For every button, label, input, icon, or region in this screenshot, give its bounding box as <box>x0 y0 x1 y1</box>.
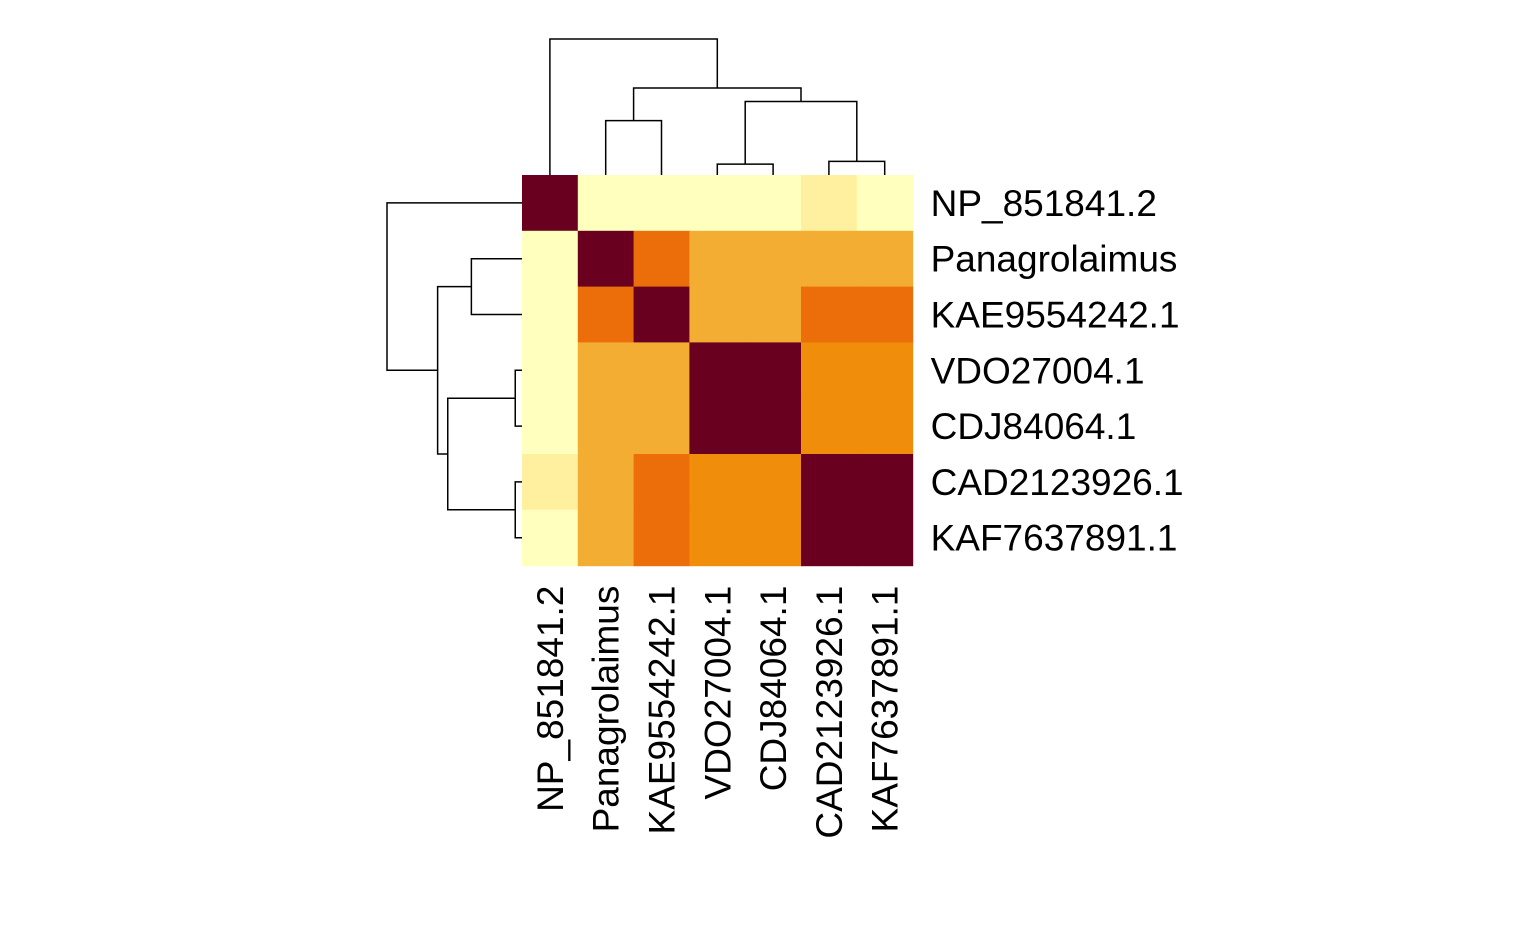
heatmap-cell <box>522 286 579 343</box>
heatmap-cell <box>689 509 746 567</box>
heatmap-cell <box>856 454 914 511</box>
heatmap-cell <box>745 342 802 399</box>
heatmap-cell <box>633 398 690 455</box>
heatmap-cell <box>801 230 858 288</box>
column-label: CAD2123926.1 <box>809 586 850 839</box>
column-label: CDJ84064.1 <box>753 586 794 792</box>
row-label: Panagrolaimus <box>931 239 1178 280</box>
heatmap-cell <box>856 175 914 232</box>
heatmap-cell <box>522 454 579 511</box>
heatmap-cell <box>801 398 858 455</box>
row-dendrogram-link <box>514 481 522 539</box>
heatmap-cell <box>577 509 635 567</box>
heatmap-cell <box>856 509 914 567</box>
row-label: NP_851841.2 <box>931 183 1157 224</box>
heatmap-cell <box>689 398 746 455</box>
column-dendrogram-link <box>549 38 719 175</box>
heatmap-cell <box>689 342 746 399</box>
heatmap-cell <box>577 398 635 455</box>
heatmap-cell <box>801 175 858 232</box>
column-label: VDO27004.1 <box>697 586 738 800</box>
row-label: VDO27004.1 <box>931 350 1145 391</box>
heatmap-cell <box>745 398 802 455</box>
heatmap-cell <box>522 175 579 232</box>
column-dendrogram-link <box>604 119 663 175</box>
column-label: Panagrolaimus <box>586 586 627 833</box>
heatmap-cell <box>522 398 579 455</box>
heatmap-cell <box>633 286 690 343</box>
column-dendrogram-link <box>632 87 802 121</box>
row-dendrogram-link <box>447 397 516 511</box>
heatmap-cell <box>522 509 579 567</box>
heatmap-cell <box>689 286 746 343</box>
row-dendrogram-link <box>386 202 522 372</box>
column-label: KAE9554242.1 <box>642 586 683 835</box>
heatmap-cell <box>577 286 635 343</box>
column-label: NP_851841.2 <box>530 586 571 812</box>
column-label: KAF7637891.1 <box>865 586 906 833</box>
row-dendrogram-link <box>470 257 522 316</box>
heatmap-cell <box>745 454 802 511</box>
heatmap-cell <box>745 509 802 567</box>
row-dendrogram <box>386 202 522 539</box>
row-label: CAD2123926.1 <box>931 462 1184 503</box>
column-dendrogram <box>549 38 886 175</box>
heatmap-cell <box>801 509 858 567</box>
heatmap-cell <box>689 454 746 511</box>
heatmap-cell <box>856 342 914 399</box>
heatmap-cell <box>522 342 579 399</box>
heatmap-cell <box>633 175 690 232</box>
column-dendrogram-link <box>828 160 886 175</box>
row-label: CDJ84064.1 <box>931 406 1137 447</box>
heatmap-cell <box>856 398 914 455</box>
heatmap-cell <box>577 175 635 232</box>
heatmap-cell <box>577 454 635 511</box>
column-dendrogram-link <box>744 100 858 165</box>
heatmap-cell <box>745 286 802 343</box>
heatmap-cell <box>522 230 579 288</box>
heatmap-cell <box>856 286 914 343</box>
row-dendrogram-link <box>514 369 522 427</box>
heatmap-cell <box>577 342 635 399</box>
row-dendrogram-link <box>436 285 472 455</box>
heatmap-cell <box>577 230 635 288</box>
heatmap-cell <box>801 286 858 343</box>
row-label: KAF7637891.1 <box>931 518 1178 559</box>
heatmap-cell <box>633 230 690 288</box>
heatmap-cell <box>801 342 858 399</box>
heatmap-cell <box>633 342 690 399</box>
column-dendrogram-link <box>716 163 774 175</box>
heatmap-cell <box>745 175 802 232</box>
heatmap-cells <box>522 175 914 567</box>
column-labels: NP_851841.2 Panagrolaimus KAE9554242.1 VDO2… <box>530 586 906 839</box>
heatmap-cell <box>856 230 914 288</box>
heatmap-cell <box>745 230 802 288</box>
heatmap-cell <box>633 454 690 511</box>
heatmap-cell <box>633 509 690 567</box>
heatmap-cell <box>689 230 746 288</box>
heatmap-cell <box>689 175 746 232</box>
row-label: KAE9554242.1 <box>931 295 1180 336</box>
heatmap-cell <box>801 454 858 511</box>
row-labels: NP_851841.2 Panagrolaimus KAE9554242.1 VDO2… <box>931 183 1184 559</box>
